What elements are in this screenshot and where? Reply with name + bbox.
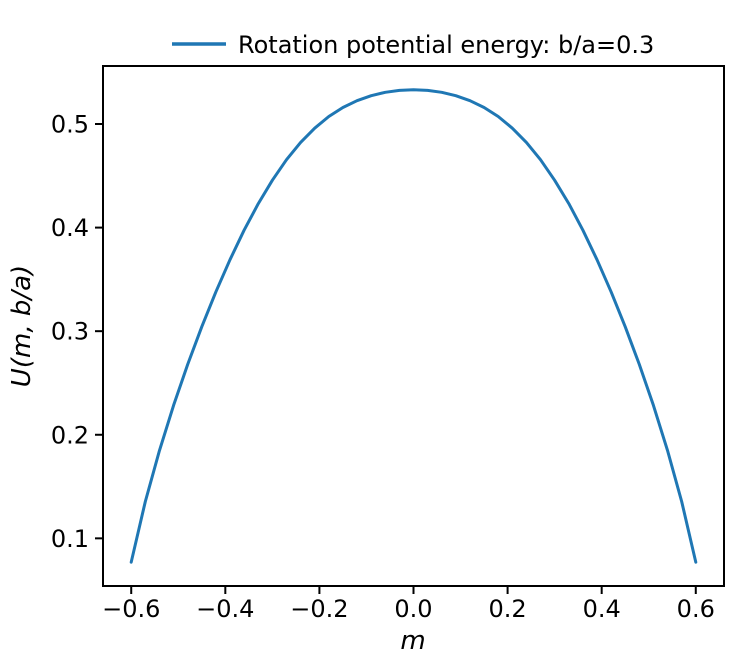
x-tick-label: 0.6 xyxy=(677,595,715,623)
y-axis-label: U(m, b/a) xyxy=(7,265,37,387)
y-axis-ticks: 0.1 0.2 0.3 0.4 0.5 xyxy=(51,111,103,553)
legend: Rotation potential energy: b/a=0.3 xyxy=(172,31,654,59)
y-tick-label: 0.4 xyxy=(51,214,89,242)
x-tick-label: −0.6 xyxy=(102,595,160,623)
y-tick-label: 0.2 xyxy=(51,421,89,449)
x-tick-label: −0.4 xyxy=(196,595,254,623)
x-tick-label: 0.4 xyxy=(583,595,621,623)
x-tick-label: 0.2 xyxy=(489,595,527,623)
potential-energy-curve xyxy=(129,88,698,564)
x-axis-label: m xyxy=(400,626,425,656)
x-axis-ticks: −0.6 −0.4 −0.2 0.0 0.2 0.4 0.6 xyxy=(102,586,715,623)
plot-border xyxy=(102,65,725,587)
y-tick-label: 0.3 xyxy=(51,318,89,346)
y-tick-label: 0.5 xyxy=(51,111,89,139)
legend-label: Rotation potential energy: b/a=0.3 xyxy=(238,31,654,59)
y-tick-label: 0.1 xyxy=(51,525,89,553)
x-tick-label: −0.2 xyxy=(290,595,348,623)
x-tick-label: 0.0 xyxy=(394,595,432,623)
